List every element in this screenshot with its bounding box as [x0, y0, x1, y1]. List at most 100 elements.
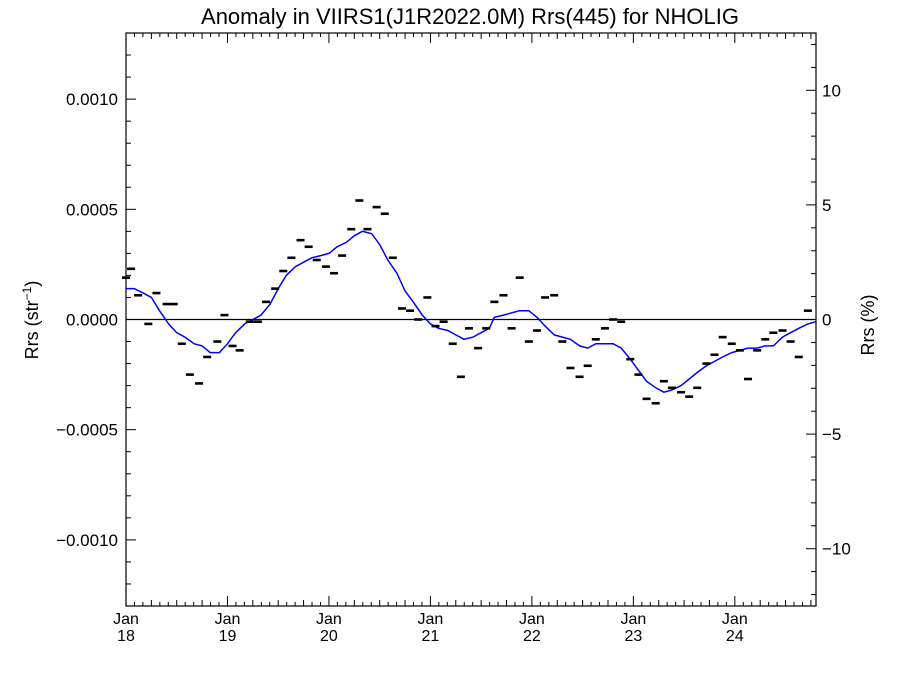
data-point [794, 355, 803, 359]
y-left-tick-label: −0.0005 [56, 421, 118, 440]
x-tick-label-year: 20 [320, 628, 338, 645]
y-axis-left-label-sup: −1 [20, 286, 34, 300]
data-point [609, 318, 618, 321]
data-point [507, 327, 516, 330]
y-right-tick-label: −5 [822, 425, 841, 444]
data-point [304, 245, 313, 249]
y-axis-left-label-suffix: ) [22, 281, 42, 287]
x-tick-label-month: Jan [113, 611, 139, 628]
data-point [642, 397, 651, 401]
data-point [617, 320, 626, 324]
data-point [431, 324, 440, 328]
data-point [220, 313, 229, 317]
data-point [727, 342, 736, 346]
data-point [195, 382, 204, 385]
data-point [541, 296, 550, 299]
y-right-tick-label: 10 [822, 81, 841, 100]
data-point [162, 302, 171, 306]
data-point [566, 366, 575, 370]
data-point [439, 320, 448, 324]
data-point [769, 331, 778, 335]
data-point [287, 256, 296, 260]
data-point [347, 227, 356, 231]
smoothed-line [126, 230, 817, 394]
smoothed-series [126, 230, 817, 394]
data-point [626, 357, 635, 361]
x-tick-label-year: 22 [523, 628, 541, 645]
data-point [693, 386, 702, 390]
data-point [710, 353, 719, 357]
data-point [456, 375, 465, 379]
data-point [761, 338, 770, 341]
data-point [122, 276, 130, 279]
data-point [532, 329, 541, 332]
data-point [718, 335, 727, 339]
data-point [515, 276, 524, 279]
data-point [152, 291, 161, 295]
x-tick-label-month: Jan [519, 611, 545, 628]
x-tick-label-year: 23 [624, 628, 642, 645]
data-point [591, 338, 600, 341]
data-point [677, 390, 686, 394]
data-point [414, 318, 423, 321]
data-point [144, 322, 153, 326]
data-point [464, 327, 473, 330]
data-point [474, 346, 483, 350]
data-point [482, 327, 491, 330]
y-right-tick-label: 0 [822, 311, 831, 330]
x-tick-label-month: Jan [418, 611, 444, 628]
data-point [490, 300, 499, 304]
data-point [330, 271, 339, 275]
data-point [355, 199, 364, 202]
data-point [372, 205, 381, 209]
data-point [423, 296, 432, 299]
data-point [388, 256, 397, 260]
data-point [753, 349, 762, 352]
data-point [398, 307, 406, 310]
x-tick-label-month: Jan [316, 611, 342, 628]
data-point [448, 342, 457, 346]
y-right-tick-label: −10 [822, 540, 851, 559]
data-point [253, 320, 262, 324]
y-right-tick-label: 5 [822, 196, 831, 215]
data-point [235, 349, 244, 352]
data-point [744, 377, 753, 381]
data-point [213, 340, 222, 343]
data-point [203, 355, 212, 359]
data-point [271, 287, 280, 290]
data-point [406, 309, 415, 312]
data-point [575, 375, 584, 379]
data-point [312, 258, 321, 262]
y-left-tick-label: −0.0010 [56, 531, 118, 550]
y-axis-right: 10 5 0 −5 −10 [806, 43, 851, 596]
data-point [185, 373, 194, 376]
data-point [177, 342, 186, 346]
x-tick-label-year: 21 [422, 628, 440, 645]
x-tick-label-month: Jan [722, 611, 748, 628]
y-left-tick-label: 0.0010 [66, 90, 118, 109]
monthly-points-series [122, 199, 812, 405]
y-axis-left-label-prefix: Rrs (str [22, 300, 42, 359]
y-left-tick-label: 0.0000 [66, 311, 118, 330]
data-point [667, 386, 676, 390]
data-point [262, 300, 271, 304]
y-axis-right-label: Rrs (%) [858, 295, 878, 356]
data-point [380, 212, 389, 216]
data-point [685, 395, 694, 398]
data-point [651, 401, 660, 405]
data-point [803, 309, 812, 312]
y-axis-left-label: Rrs (str−1) [20, 281, 42, 360]
x-tick-label-year: 18 [117, 628, 135, 645]
data-point [279, 269, 288, 273]
x-tick-label-year: 19 [219, 628, 237, 645]
x-tick-label-year: 24 [726, 628, 744, 645]
y-left-tick-label: 0.0005 [66, 200, 118, 219]
data-point [524, 340, 533, 343]
data-point [228, 344, 237, 348]
data-point [600, 327, 609, 330]
y-axis-left: 0.0010 0.0005 0.0000 −0.0005 −0.0010 [56, 32, 136, 607]
data-point [134, 293, 143, 297]
data-point [127, 267, 136, 271]
x-tick-label-month: Jan [620, 611, 646, 628]
